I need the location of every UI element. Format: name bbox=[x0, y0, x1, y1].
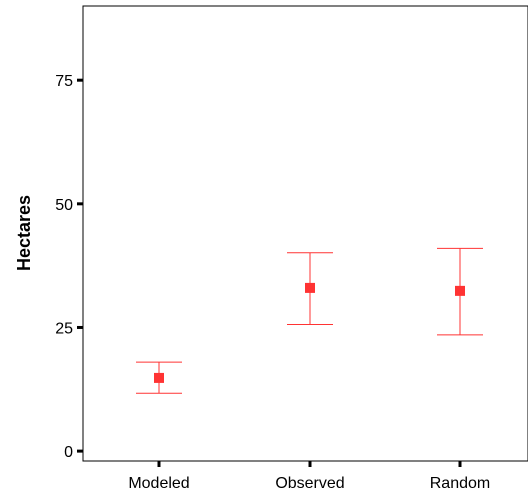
x-tick-label: Random bbox=[430, 475, 490, 492]
x-axis: Modeled Observed Random bbox=[128, 461, 490, 492]
plot-frame bbox=[82, 5, 528, 462]
mean-marker bbox=[455, 285, 465, 296]
mean-marker bbox=[305, 282, 315, 293]
x-tick-label: Modeled bbox=[128, 475, 189, 492]
data-series bbox=[136, 247, 483, 394]
y-tick-label: 75 bbox=[55, 73, 73, 90]
mean-marker bbox=[154, 372, 164, 383]
y-axis-title: Hectares bbox=[14, 195, 34, 271]
y-tick-label: 0 bbox=[64, 444, 73, 461]
y-axis: 0 25 50 75 bbox=[55, 73, 83, 461]
y-tick-label: 25 bbox=[55, 320, 73, 337]
y-tick-label: 50 bbox=[55, 197, 73, 214]
x-tick-label: Observed bbox=[275, 475, 344, 492]
